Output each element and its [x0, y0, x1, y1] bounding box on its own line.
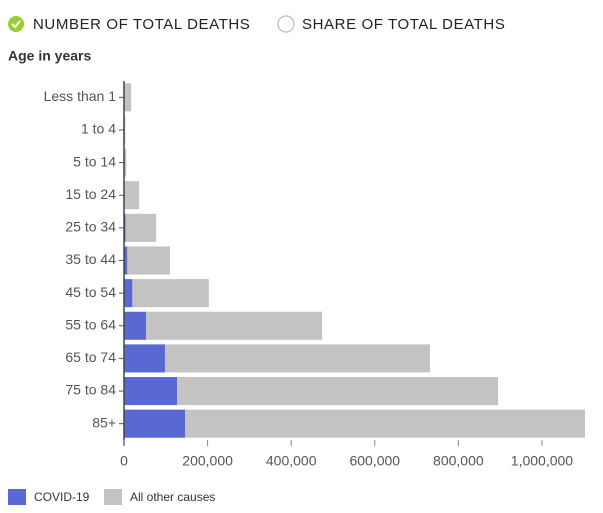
y-tick-label: 45 to 54 [65, 284, 116, 300]
legend-swatch [104, 489, 122, 505]
bar-segment [185, 409, 585, 438]
y-tick-label: 25 to 34 [65, 219, 116, 235]
y-tick-label: 75 to 84 [65, 382, 116, 398]
bar-segment [124, 148, 127, 177]
bar-segment [124, 409, 186, 438]
bar-segment [124, 377, 178, 406]
bar-segment [124, 311, 147, 340]
toggle-radio[interactable] [277, 15, 295, 33]
bar-segment [125, 213, 157, 242]
check-icon [11, 20, 21, 29]
x-tick-label: 0 [120, 453, 128, 469]
toggle-share[interactable]: SHARE OF TOTAL DEATHS [277, 15, 505, 33]
toggle-label[interactable]: NUMBER OF TOTAL DEATHS [33, 16, 250, 33]
y-tick-label: 35 to 44 [65, 251, 116, 267]
toggle-number[interactable]: NUMBER OF TOTAL DEATHS [8, 16, 250, 33]
y-tick-label: 1 to 4 [81, 121, 116, 137]
bar-segment [124, 279, 133, 308]
legend-label: COVID-19 [34, 490, 90, 504]
y-tick-label: 65 to 74 [65, 349, 116, 365]
bar-segment [127, 246, 170, 275]
bar-segment [132, 279, 209, 308]
y-tick-label: 55 to 64 [65, 316, 116, 332]
bar-segment [164, 344, 430, 373]
bar-segment [124, 181, 140, 210]
bar-segment [124, 213, 126, 242]
bar-segment [124, 344, 165, 373]
y-tick-label: 85+ [92, 414, 116, 430]
toggle-radio-checked[interactable] [8, 16, 24, 32]
toggle-label[interactable]: SHARE OF TOTAL DEATHS [302, 16, 505, 33]
y-tick-label: 5 to 14 [73, 153, 116, 169]
bar-segment [177, 377, 499, 406]
x-tick-label: 600,000 [349, 453, 400, 469]
bar-segment [124, 246, 128, 275]
y-tick-label: Less than 1 [44, 88, 117, 104]
legend-swatch [8, 489, 26, 505]
x-tick-label: 400,000 [266, 453, 317, 469]
bar-segment [124, 83, 132, 112]
legend-label: All other causes [130, 490, 215, 504]
x-tick-label: 200,000 [182, 453, 233, 469]
bar-segment [146, 311, 323, 340]
x-tick-label: 800,000 [433, 453, 484, 469]
y-tick-label: 15 to 24 [65, 186, 116, 202]
x-tick-label: 1,000,000 [511, 453, 573, 469]
y-axis-title: Age in years [8, 48, 91, 64]
